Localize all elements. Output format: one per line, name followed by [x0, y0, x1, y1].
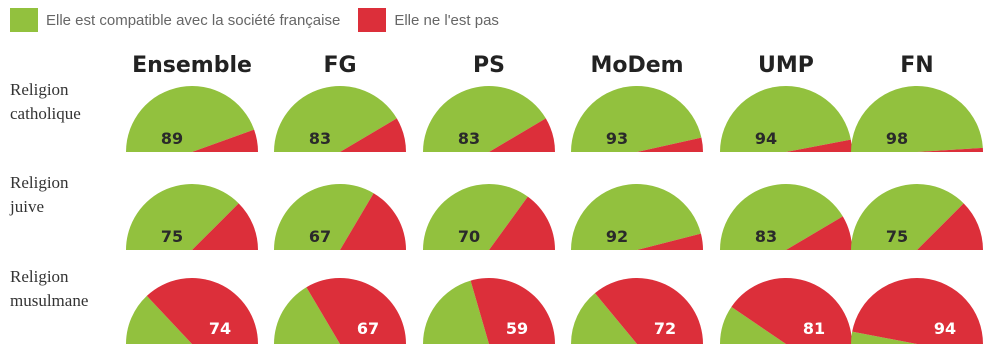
value-label-not-compatible-musulmane-modem: 72 [654, 319, 676, 338]
slice-not-compatible-catholique-fg [340, 118, 406, 152]
slice-compatible-catholique-ensemble [126, 85, 255, 152]
slice-compatible-musulmane-ensemble [126, 295, 192, 344]
slice-not-compatible-musulmane-fn [852, 278, 983, 344]
slice-compatible-musulmane-fg [274, 287, 340, 344]
value-label-compatible-catholique-modem: 93 [606, 129, 628, 148]
legend-swatch-compatible [10, 8, 38, 32]
slice-compatible-juive-ensemble [126, 183, 239, 250]
value-label-not-compatible-musulmane-fg: 67 [357, 319, 379, 338]
slice-compatible-musulmane-modem [571, 293, 637, 344]
slice-compatible-juive-fn [851, 183, 964, 250]
value-label-not-compatible-musulmane-ump: 81 [803, 319, 825, 338]
slice-not-compatible-juive-ensemble [192, 203, 258, 250]
slice-compatible-catholique-ps [423, 85, 546, 152]
slice-compatible-catholique-fg [274, 85, 397, 152]
value-label-compatible-juive-ps: 70 [458, 227, 480, 246]
slice-not-compatible-catholique-ps [489, 118, 555, 152]
slice-compatible-catholique-modem [571, 85, 702, 152]
value-label-compatible-juive-ump: 83 [755, 227, 777, 246]
row-label-juive: Religion juive [9, 173, 69, 216]
slice-not-compatible-musulmane-ps [470, 278, 555, 344]
row-label-catholique: Religion catholique [10, 80, 81, 123]
slice-not-compatible-catholique-fn [917, 147, 983, 152]
slice-compatible-catholique-fn [851, 86, 983, 152]
value-label-compatible-catholique-ensemble: 89 [161, 129, 183, 148]
value-label-compatible-catholique-fn: 98 [886, 129, 908, 148]
legend: Elle est compatible avec la société fran… [10, 8, 499, 32]
value-label-compatible-catholique-ps: 83 [458, 129, 480, 148]
value-label-not-compatible-musulmane-fn: 94 [934, 319, 956, 338]
slice-compatible-catholique-ump [720, 86, 851, 152]
slice-compatible-juive-modem [571, 183, 701, 250]
column-header-ump: UMP [758, 53, 814, 78]
slice-not-compatible-juive-ump [786, 216, 852, 250]
slice-not-compatible-musulmane-modem [594, 278, 703, 344]
column-header-modem: MoDem [590, 53, 683, 78]
slice-not-compatible-catholique-ensemble [192, 129, 258, 152]
value-label-compatible-juive-modem: 92 [606, 227, 628, 246]
slice-compatible-musulmane-ump [720, 306, 786, 344]
slice-compatible-musulmane-ps [423, 280, 489, 344]
slice-not-compatible-juive-ps [489, 196, 555, 250]
column-header-fn: FN [900, 53, 933, 78]
slice-compatible-juive-fg [274, 183, 374, 250]
value-label-compatible-catholique-fg: 83 [309, 129, 331, 148]
slice-not-compatible-catholique-ump [786, 139, 852, 152]
value-label-compatible-juive-fn: 75 [886, 227, 908, 246]
slice-not-compatible-musulmane-fg [306, 277, 407, 344]
slice-not-compatible-musulmane-ump [731, 277, 852, 344]
value-label-not-compatible-musulmane-ensemble: 74 [209, 319, 231, 338]
slice-not-compatible-musulmane-ensemble [146, 278, 258, 344]
slice-not-compatible-juive-fg [340, 193, 406, 250]
row-label-musulmane: Religion musulmane [10, 267, 88, 310]
value-label-compatible-juive-ensemble: 75 [161, 227, 183, 246]
legend-swatch-not-compatible [358, 8, 387, 32]
legend-item-not-compatible: Elle ne l'est pas [358, 8, 499, 32]
value-label-not-compatible-musulmane-ps: 59 [506, 319, 528, 338]
slice-not-compatible-juive-fn [917, 203, 983, 250]
slice-not-compatible-catholique-modem [637, 137, 703, 152]
legend-item-compatible: Elle est compatible avec la société fran… [10, 8, 340, 32]
column-header-ps: PS [473, 53, 505, 78]
value-label-compatible-catholique-ump: 94 [755, 129, 777, 148]
slice-compatible-juive-ump [720, 183, 843, 250]
slice-compatible-juive-ps [423, 183, 528, 250]
column-header-ensemble: Ensemble [132, 53, 252, 78]
value-label-compatible-juive-fg: 67 [309, 227, 331, 246]
column-header-fg: FG [323, 53, 356, 78]
legend-label-compatible: Elle est compatible avec la société fran… [46, 11, 341, 29]
slice-compatible-musulmane-fn [851, 331, 917, 344]
slice-not-compatible-juive-modem [637, 233, 703, 250]
legend-label-not-compatible: Elle ne l'est pas [394, 11, 499, 29]
